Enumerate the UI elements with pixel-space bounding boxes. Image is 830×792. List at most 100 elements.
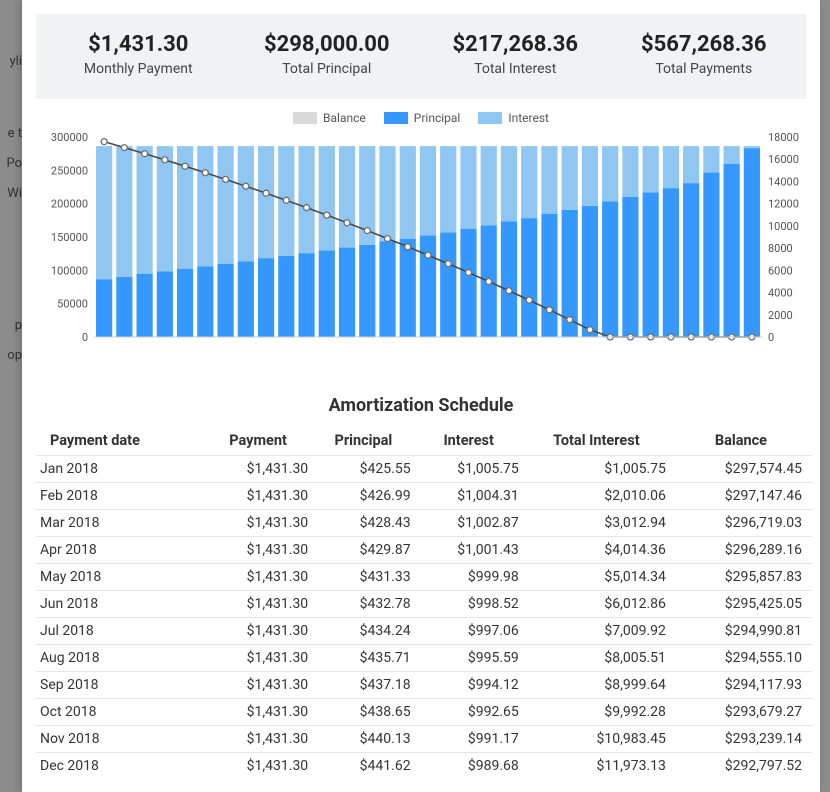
cell: $1,001.43 [415,537,523,564]
schedule-table-scroll[interactable]: Payment datePaymentPrincipalInterestTota… [36,426,812,784]
summary-label: Monthly Payment [44,61,233,77]
summary-value: $217,268.36 [421,32,610,57]
cell: $1,431.30 [204,618,312,645]
svg-text:16000: 16000 [768,153,799,166]
cell: $8,005.51 [523,645,670,672]
svg-text:300000: 300000 [51,131,88,144]
cell: $991.17 [415,726,523,753]
svg-text:12000: 12000 [768,198,799,211]
cell: Feb 2018 [36,483,204,510]
background-clipped-text: ylie tPoWip op [0,0,22,792]
cell: $1,005.75 [415,456,523,483]
cell: $426.99 [312,483,414,510]
col-header-2: Principal [312,426,414,456]
cell: $1,431.30 [204,726,312,753]
cell: $7,009.92 [523,618,670,645]
table-row: Jan 2018$1,431.30$425.55$1,005.75$1,005.… [36,456,812,483]
table-row: Mar 2018$1,431.30$428.43$1,002.87$3,012.… [36,510,812,537]
schedule-table: Payment datePaymentPrincipalInterestTota… [36,426,812,779]
cell: Dec 2018 [36,753,204,780]
cell: $1,004.31 [415,483,523,510]
summary-value: $1,431.30 [44,32,233,57]
svg-text:150000: 150000 [51,231,88,244]
cell: $431.33 [312,564,414,591]
cell: $11,973.13 [523,753,670,780]
cell: Apr 2018 [36,537,204,564]
cell: May 2018 [36,564,204,591]
table-row: Jun 2018$1,431.30$432.78$998.52$6,012.86… [36,591,812,618]
svg-text:8000: 8000 [768,242,793,255]
summary-label: Total Principal [233,61,422,77]
cell: $292,797.52 [670,753,812,780]
table-row: Nov 2018$1,431.30$440.13$991.17$10,983.4… [36,726,812,753]
cell: Oct 2018 [36,699,204,726]
cell: $6,012.86 [523,591,670,618]
legend-item-interest[interactable]: Interest [478,111,549,125]
cell: $425.55 [312,456,414,483]
table-row: Oct 2018$1,431.30$438.65$992.65$9,992.28… [36,699,812,726]
svg-text:10000: 10000 [768,220,799,233]
cell: $296,719.03 [670,510,812,537]
cell: $294,990.81 [670,618,812,645]
cell: Nov 2018 [36,726,204,753]
col-header-1: Payment [204,426,312,456]
cell: $1,005.75 [523,456,670,483]
cell: $989.68 [415,753,523,780]
cell: Jul 2018 [36,618,204,645]
svg-text:0: 0 [82,331,88,344]
cell: $294,555.10 [670,645,812,672]
cell: $438.65 [312,699,414,726]
table-row: Dec 2018$1,431.30$441.62$989.68$11,973.1… [36,753,812,780]
legend-label: Balance [323,111,366,125]
summary-cell-0: $1,431.30 Monthly Payment [44,32,233,77]
svg-text:50000: 50000 [57,298,88,311]
cell: $994.12 [415,672,523,699]
cell: $297,147.46 [670,483,812,510]
cell: $1,431.30 [204,672,312,699]
legend-swatch [478,112,502,124]
table-row: Sep 2018$1,431.30$437.18$994.12$8,999.64… [36,672,812,699]
svg-text:200000: 200000 [51,198,88,211]
cell: $295,857.83 [670,564,812,591]
cell: $1,431.30 [204,510,312,537]
col-header-5: Balance [670,426,812,456]
cell: $428.43 [312,510,414,537]
legend-swatch [384,112,408,124]
legend-item-balance[interactable]: Balance [293,111,366,125]
cell: $429.87 [312,537,414,564]
summary-cell-2: $217,268.36Total Interest [421,32,610,77]
cell: $441.62 [312,753,414,780]
cell: $3,012.94 [523,510,670,537]
cell: $1,431.30 [204,537,312,564]
cell: $437.18 [312,672,414,699]
table-row: May 2018$1,431.30$431.33$999.98$5,014.34… [36,564,812,591]
cell: $1,431.30 [204,699,312,726]
cell: $10,983.45 [523,726,670,753]
cell: $999.98 [415,564,523,591]
svg-text:14000: 14000 [768,175,799,188]
amortization-modal: $1,431.30Monthly Payment$298,000.00Total… [22,0,820,792]
chart-legend: Balance Principal Interest [36,111,806,125]
svg-text:250000: 250000 [51,164,88,177]
table-row: Jul 2018$1,431.30$434.24$997.06$7,009.92… [36,618,812,645]
svg-text:100000: 100000 [51,264,88,277]
cell: $1,431.30 [204,456,312,483]
cell: $296,289.16 [670,537,812,564]
cell: $5,014.34 [523,564,670,591]
cell: Mar 2018 [36,510,204,537]
cell: Jun 2018 [36,591,204,618]
cell: $434.24 [312,618,414,645]
cell: $295,425.05 [670,591,812,618]
chart-section: Balance Principal Interest 0 50000 100000 150… [36,111,806,365]
cell: $1,431.30 [204,483,312,510]
cell: $293,679.27 [670,699,812,726]
table-row: Apr 2018$1,431.30$429.87$1,001.43$4,014.… [36,537,812,564]
cell: $997.06 [415,618,523,645]
cell: $435.71 [312,645,414,672]
cell: $293,239.14 [670,726,812,753]
svg-text:6000: 6000 [768,264,793,277]
legend-item-principal[interactable]: Principal [384,111,461,125]
cell: $1,431.30 [204,591,312,618]
svg-text:2000: 2000 [768,309,793,322]
cell: Aug 2018 [36,645,204,672]
